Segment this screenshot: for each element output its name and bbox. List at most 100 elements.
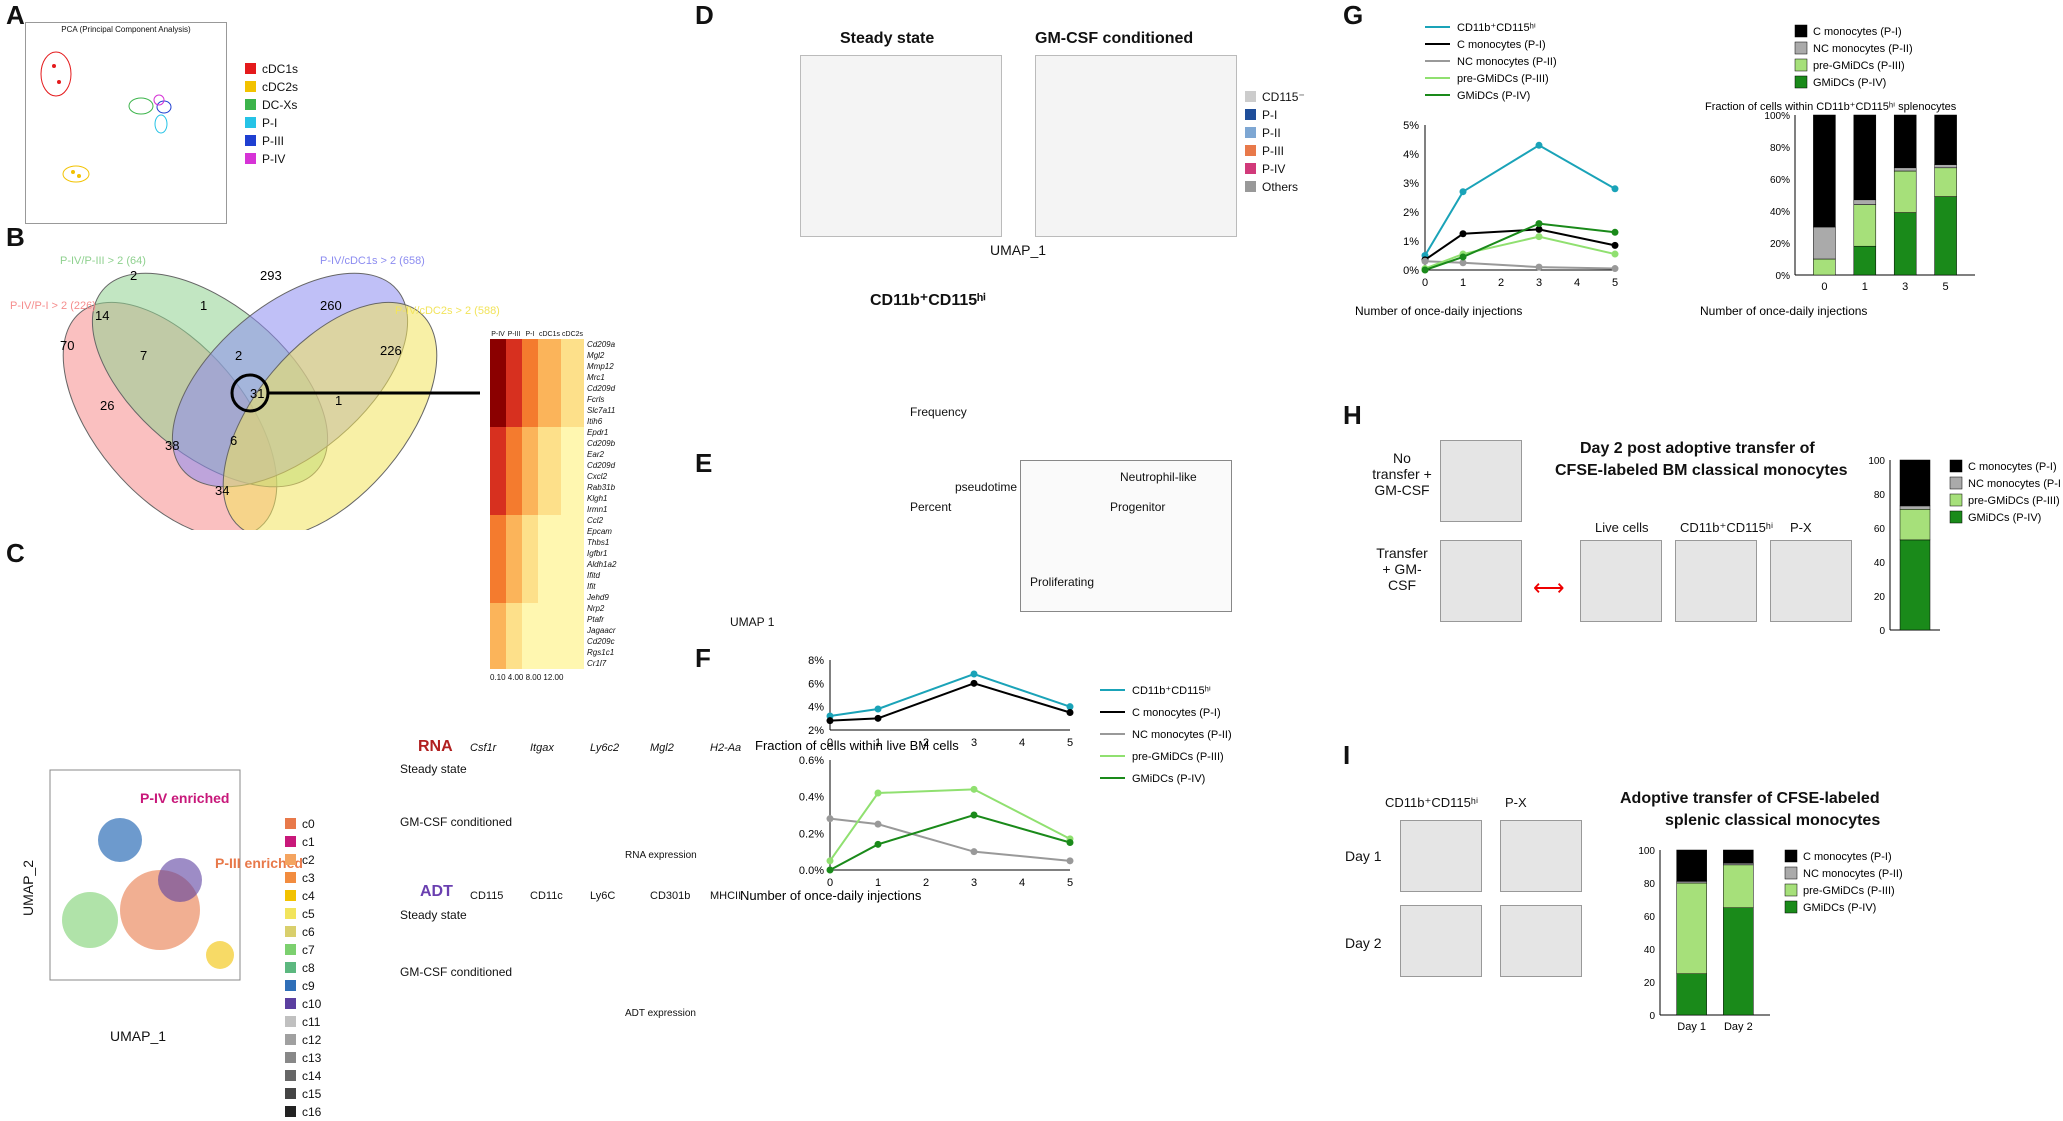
e-xlabel: UMAP 1: [730, 615, 775, 629]
data-point: [970, 679, 978, 687]
umap-c-xlabel: UMAP_1: [110, 1028, 167, 1044]
venn-number: 1: [335, 393, 342, 408]
heatmap-cell: [506, 603, 522, 614]
panel-letter-g: G: [1343, 0, 1364, 30]
adt-row-gmcsf: GM-CSF conditioned: [400, 965, 513, 979]
cluster-legend-item: c8: [285, 959, 405, 977]
y-tick-label: 4%: [808, 702, 824, 714]
legend-swatch: [1794, 24, 1808, 38]
x-tick-label: 5: [1067, 877, 1073, 889]
heatmap-cell: [506, 493, 522, 504]
h-title-line1: Day 2 post adoptive transfer of: [1580, 440, 1815, 457]
heatmap-cell: [506, 658, 522, 669]
heatmap-cell: [561, 570, 585, 581]
cluster-legend-label: c14: [302, 1069, 322, 1083]
chart-h-bar: 0 20 40 60 80 100 C monocytes (P-I) NC monocyte…: [1868, 456, 2060, 637]
heatmap-cell: [561, 515, 585, 526]
heatmap-gene-label: Thbs1: [587, 538, 610, 547]
cluster-legend-item: c10: [285, 995, 405, 1013]
g-legend-label: NC monocytes (P-II): [1457, 56, 1557, 68]
legend-label: GMiDCs (P-IV): [1813, 77, 1886, 89]
heatmap-cell: [490, 658, 506, 669]
cluster-legend-item: c1: [285, 833, 405, 851]
pca-legend-item: P-III: [245, 132, 298, 150]
heatmap-cell: [561, 383, 585, 394]
heatmap-cell: [561, 405, 585, 416]
legend-label: C monocytes (P-I): [1968, 461, 2057, 473]
heatmap-cell: [522, 526, 538, 537]
series-line: [829, 813, 1071, 871]
heatmap-gene-label: Mgl2: [587, 351, 605, 360]
heatmap-cell: [506, 339, 522, 350]
y-tick-label: 20%: [1770, 239, 1790, 250]
heatmap-table: P-IV P-III P-I cDC1s cDC2s Cd209a Mgl2 Mmp12 Mrc…: [490, 330, 617, 669]
heatmap-col-header: P-I: [525, 331, 535, 338]
cluster-legend-item: c14: [285, 1067, 405, 1085]
data-point: [1459, 230, 1467, 238]
heatmap-cell: [506, 350, 522, 361]
cluster-legend-swatch: [285, 926, 296, 937]
data-point: [970, 670, 978, 678]
heatmap-cell: [506, 647, 522, 658]
y-tick-label: 0.4%: [799, 792, 824, 804]
heatmap-cell: [490, 614, 506, 625]
heatmap-row: Mmp12: [490, 361, 617, 372]
data-point: [874, 789, 882, 797]
x-tick-label: 3: [1902, 281, 1908, 293]
cluster-legend-label: c15: [302, 1087, 322, 1101]
venn-number: 34: [215, 483, 229, 498]
heatmap-col-header: cDC2s: [562, 331, 584, 338]
pi-ellipse: [154, 114, 168, 134]
heatmap-cell: [506, 449, 522, 460]
f-ylabel: Fraction of cells within live BM cells: [755, 738, 959, 753]
data-point: [1459, 188, 1467, 196]
legend-swatch: [1949, 459, 1963, 473]
legend-swatch: [1784, 883, 1798, 897]
x-tick-label: 1: [1460, 277, 1466, 289]
i-title-line1: Adoptive transfer of CFSE-labeled: [1620, 790, 1880, 807]
heatmap-row: Ccl2: [490, 515, 617, 526]
h-gate2: P-X: [1790, 520, 1812, 535]
heatmap-cell: [490, 383, 506, 394]
adt-marker-label: CD11c: [530, 890, 563, 902]
venn-set-label: P-IV/P-III > 2 (64): [60, 255, 146, 267]
heatmap-cell: [490, 570, 506, 581]
d-legend-swatch: [1245, 145, 1256, 156]
heatmap-cell: [490, 559, 506, 570]
legend-label: NC monocytes (P-II): [1813, 43, 1913, 55]
d-umap-gmcsf: [1035, 55, 1237, 237]
heatmap-cell: [490, 361, 506, 372]
legend-swatch: [1784, 900, 1798, 914]
heatmap-cell: [538, 614, 562, 625]
y-tick-label: 20: [1644, 978, 1656, 989]
annot-piii: P-III enriched: [215, 855, 303, 871]
pca-legend-item: cDC1s: [245, 60, 298, 78]
heatmap-cell: [490, 449, 506, 460]
d-umap-steady: [800, 55, 1002, 237]
x-tick-label: 0: [827, 877, 833, 889]
heatmap-cell: [490, 427, 506, 438]
bar-segment: [1853, 114, 1877, 201]
d-legend-label: CD115⁻: [1262, 90, 1305, 104]
heatmap-row: Thbs1: [490, 537, 617, 548]
y-tick-label: 60%: [1770, 175, 1790, 186]
data-point: [874, 840, 882, 848]
heatmap-cell: [538, 460, 562, 471]
cluster-legend-item: c5: [285, 905, 405, 923]
y-tick-label: 80%: [1770, 143, 1790, 154]
heatmap-cell: [538, 482, 562, 493]
h-flow-transfer: [1440, 540, 1522, 622]
cluster-legend-label: c4: [302, 889, 315, 903]
cdc2-ellipse: [62, 165, 90, 183]
cluster-legend-item: c11: [285, 1013, 405, 1031]
bar-segment: [1934, 164, 1957, 169]
data-point: [1535, 263, 1543, 271]
heatmap-cell: [561, 361, 585, 372]
x-tick-label: 5: [1612, 277, 1618, 289]
venn-number: 38: [165, 438, 179, 453]
d-legend-item: P-III: [1245, 142, 1305, 160]
y-tick-label: 0: [1879, 626, 1885, 637]
heatmap-cell: [506, 427, 522, 438]
y-tick-label: 8%: [808, 655, 824, 667]
heatmap-cell: [538, 592, 562, 603]
